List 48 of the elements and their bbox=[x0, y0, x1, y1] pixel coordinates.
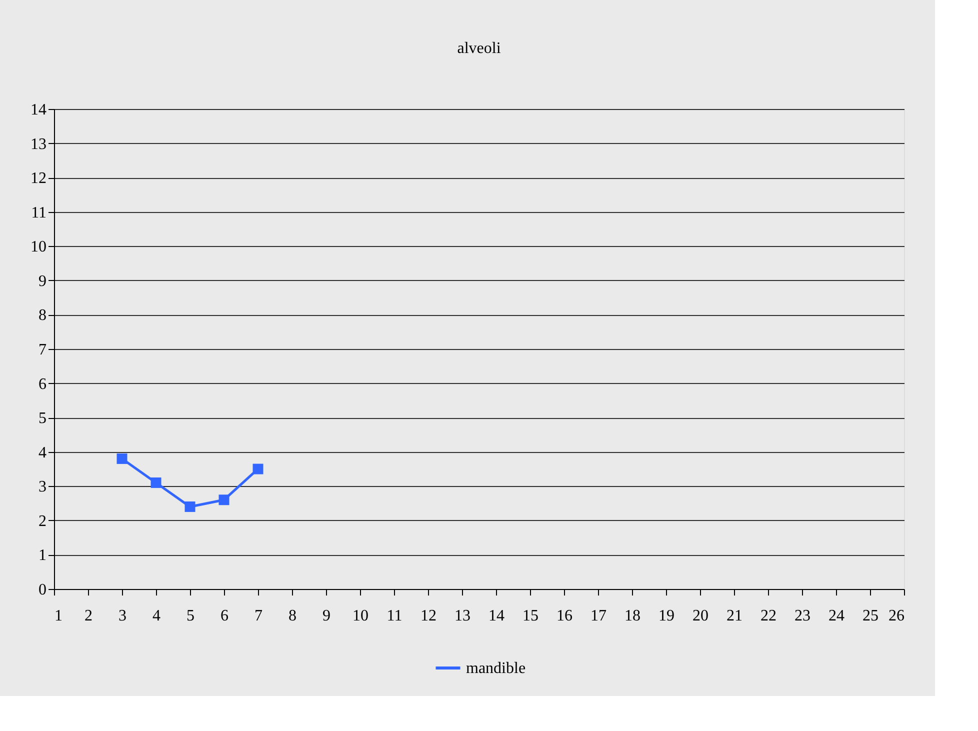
x-tick-label: 17 bbox=[590, 608, 606, 624]
y-tick-label: 7 bbox=[38, 342, 46, 358]
y-tick-label: 0 bbox=[38, 582, 46, 598]
x-tick-label: 11 bbox=[386, 608, 402, 624]
x-tick-label: 16 bbox=[556, 608, 572, 624]
legend-label: mandible bbox=[466, 660, 526, 677]
x-tick-label: 1 bbox=[54, 608, 62, 624]
y-tick-label: 9 bbox=[38, 272, 46, 290]
x-tick-label: 3 bbox=[118, 608, 126, 624]
x-tick-label: 19 bbox=[658, 608, 674, 624]
y-tick-label: 5 bbox=[38, 410, 46, 428]
y-tick-label: 10 bbox=[30, 238, 46, 256]
x-tick-label: 20 bbox=[692, 608, 708, 624]
y-tick-label: 14 bbox=[30, 102, 46, 118]
x-tick-label: 7 bbox=[254, 608, 262, 624]
x-tick-label: 21 bbox=[726, 608, 742, 624]
y-tick-label: 11 bbox=[31, 204, 46, 222]
chart-title: alveoli bbox=[457, 40, 502, 57]
point bbox=[150, 477, 162, 488]
y-tick-label: 8 bbox=[38, 307, 46, 324]
point bbox=[116, 453, 128, 464]
y-tick-label: 6 bbox=[38, 376, 46, 393]
x-tick-label: 14 bbox=[488, 608, 504, 624]
y-tick-label: 1 bbox=[38, 547, 46, 564]
y-tick-label: 12 bbox=[30, 170, 46, 188]
x-tick-label: 10 bbox=[352, 608, 368, 624]
x-tick-label: 25 bbox=[862, 608, 878, 624]
y-tick-label: 2 bbox=[38, 512, 46, 530]
x-tick-label: 12 bbox=[420, 608, 436, 624]
point bbox=[184, 501, 196, 512]
y-tick-label: 4 bbox=[38, 444, 46, 462]
x-tick-label: 4 bbox=[152, 608, 160, 624]
x-tick-label: 18 bbox=[624, 608, 640, 624]
x-tick-label: 2 bbox=[84, 608, 92, 624]
x-tick-label: 23 bbox=[794, 608, 810, 624]
x-tick-label: 8 bbox=[288, 608, 296, 624]
y-tick-label: 3 bbox=[38, 478, 46, 496]
x-tick-label: 6 bbox=[220, 608, 228, 624]
x-tick-label: 22 bbox=[760, 608, 776, 624]
x-tick-label: 13 bbox=[454, 608, 470, 624]
y-tick-label: 13 bbox=[30, 136, 46, 153]
x-tick-label: 26 bbox=[888, 608, 904, 624]
x-tick-label: 9 bbox=[322, 608, 330, 624]
point bbox=[252, 464, 264, 474]
x-tick-label: 24 bbox=[828, 608, 844, 624]
x-tick-label: 5 bbox=[186, 608, 194, 624]
x-tick-label: 15 bbox=[522, 608, 538, 624]
point bbox=[218, 494, 230, 506]
